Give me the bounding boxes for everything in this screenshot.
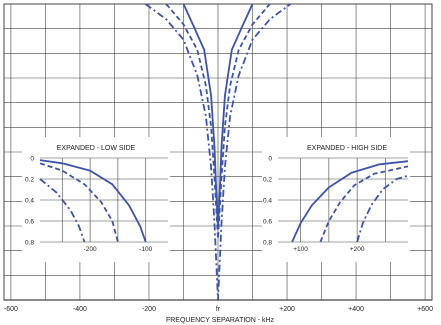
main-x-tick-label: -200 — [142, 306, 156, 313]
main-x-tick-label: -600 — [4, 306, 18, 313]
high-side-curve-solid — [291, 160, 409, 243]
high-side-y-tick-label: 0.8 — [263, 240, 272, 247]
main-x-tick-label: +200 — [279, 306, 295, 313]
high-side-panel — [262, 137, 410, 262]
main-curves — [144, 3, 292, 301]
high-side-title: EXPANDED - HIGH SIDE — [307, 145, 387, 152]
main-x-tick-label: +600 — [417, 306, 433, 313]
high-side-x-tick-label: +200 — [350, 246, 365, 253]
high-side-curve-dashdot — [356, 174, 409, 243]
high-side-curve-dashed — [319, 165, 409, 243]
low-side-y-tick-label: 0.4 — [25, 198, 34, 205]
high-side-y-tick-label: 0.6 — [263, 219, 272, 226]
low-side-y-tick-label: 0.6 — [25, 219, 34, 226]
main-curve-dashed — [165, 3, 271, 240]
main-x-axis: -600 -400 -200 fr +200 +400 +600 — [4, 306, 433, 313]
high-side-y-tick-label: 0 — [268, 156, 272, 163]
low-side-inset: 0 0.2 0.4 0.6 0.8 -200 -100 — [25, 156, 168, 253]
low-side-x-tick-label: -100 — [139, 246, 152, 253]
high-side-inset: 0 0.2 0.4 0.6 0.8 +100 +200 — [263, 156, 409, 253]
low-side-y-tick-label: 0.8 — [25, 240, 34, 247]
low-side-curve-solid — [39, 159, 147, 243]
high-side-y-tick-label: 0.4 — [263, 198, 272, 205]
low-side-curve-dashed — [39, 162, 119, 243]
low-side-y-tick-label: 0.2 — [25, 177, 34, 184]
x-axis-label: FREQUENCY SEPARATION - kHz — [166, 317, 275, 324]
low-side-y-tick-label: 0 — [30, 156, 34, 163]
main-x-tick-label: -400 — [73, 306, 87, 313]
high-side-y-tick-label: 0.2 — [263, 177, 272, 184]
low-side-panel — [22, 137, 170, 262]
main-x-tick-label: +400 — [348, 306, 364, 313]
main-curve-dashdot — [144, 3, 292, 301]
low-side-x-tick-label: -200 — [84, 246, 97, 253]
low-side-title: EXPANDED - LOW SIDE — [57, 145, 136, 152]
main-x-tick-label: fr — [216, 306, 221, 313]
high-side-x-tick-label: +100 — [293, 246, 308, 253]
